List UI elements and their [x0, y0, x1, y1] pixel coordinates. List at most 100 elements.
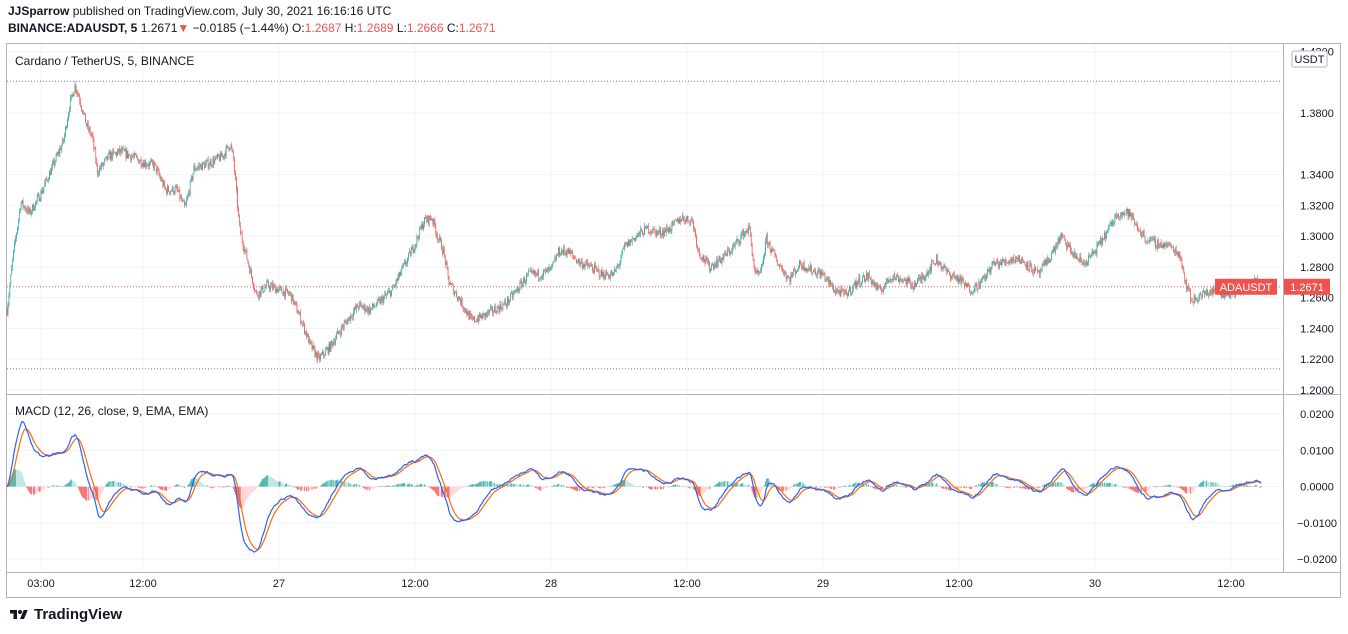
- macd-histogram-bar: [369, 486, 371, 491]
- footer-brand[interactable]: TradingView: [8, 606, 122, 623]
- macd-histogram-bar: [1216, 483, 1218, 487]
- candle-body: [1101, 237, 1102, 245]
- candle-body: [337, 330, 338, 335]
- candle-body: [925, 275, 927, 278]
- macd-histogram-bar: [885, 485, 887, 487]
- candle-body: [792, 273, 794, 277]
- macd-histogram-bar: [40, 486, 42, 491]
- candle-body: [58, 151, 60, 154]
- footer-brand-text: TradingView: [34, 606, 123, 623]
- candle-body: [524, 278, 525, 284]
- macd-histogram-bar: [830, 486, 831, 489]
- macd-histogram-bar: [25, 485, 27, 487]
- candle-body: [1075, 255, 1077, 259]
- candle-body: [964, 283, 965, 286]
- macd-histogram-bar: [519, 484, 521, 487]
- candle-body: [245, 250, 247, 251]
- candle-body: [608, 274, 609, 278]
- macd-histogram-bar: [312, 486, 314, 489]
- candle-body: [45, 178, 47, 184]
- macd-histogram-bar: [56, 485, 58, 487]
- macd-histogram-bar: [765, 481, 766, 487]
- candle-body: [906, 278, 908, 285]
- macd-histogram-bar: [419, 484, 421, 487]
- macd-histogram-bar: [1218, 483, 1220, 487]
- macd-histogram-bar: [884, 486, 885, 488]
- candle-body: [387, 292, 388, 295]
- macd-histogram-bar: [373, 486, 374, 489]
- macd-histogram-bar: [576, 486, 577, 492]
- candle-body: [148, 165, 149, 167]
- macd-histogram-bar: [834, 486, 836, 490]
- candle-body: [395, 279, 397, 286]
- macd-histogram-bar: [746, 484, 747, 487]
- candle-body: [57, 151, 59, 155]
- candle-body: [415, 243, 417, 246]
- macd-histogram-bar: [872, 486, 874, 488]
- macd-histogram-bar: [328, 480, 330, 487]
- candle-body: [1136, 224, 1137, 226]
- macd-histogram-bar: [956, 486, 958, 489]
- macd-histogram-bar: [1025, 486, 1027, 490]
- macd-histogram-bar: [372, 486, 373, 489]
- macd-histogram-bar: [1026, 486, 1028, 489]
- candle-body: [753, 260, 755, 268]
- macd-histogram-bar: [244, 486, 246, 504]
- macd-histogram-bar: [903, 486, 905, 488]
- candle-body: [928, 271, 930, 276]
- macd-histogram-bar: [1144, 486, 1146, 492]
- candle-body: [1202, 292, 1203, 297]
- candle-body: [946, 269, 948, 273]
- candle-body: [707, 259, 709, 265]
- macd-histogram-bar: [702, 486, 704, 495]
- candle-body: [315, 352, 317, 357]
- candle-body: [399, 272, 401, 276]
- macd-histogram-bar: [983, 482, 984, 487]
- macd-histogram-bar: [1089, 484, 1091, 487]
- macd-histogram-bar: [440, 486, 441, 496]
- macd-histogram-bar: [243, 486, 245, 507]
- macd-histogram-bar: [191, 478, 193, 487]
- macd-histogram-bar: [782, 486, 783, 492]
- candle-body: [843, 290, 845, 294]
- macd-histogram-bar: [327, 481, 329, 487]
- candle-body: [940, 262, 942, 269]
- candle-body: [1052, 251, 1053, 254]
- macd-legend[interactable]: MACD (12, 26, close, 9, EMA, EMA): [15, 404, 209, 418]
- candle-body: [210, 160, 212, 166]
- macd-histogram-bar: [1149, 486, 1151, 489]
- macd-histogram-bar: [230, 485, 232, 487]
- main-legend[interactable]: Cardano / TetherUS, 5, BINANCE: [15, 54, 195, 68]
- candle-body: [557, 255, 558, 256]
- candle-body: [959, 275, 961, 279]
- candle-body: [979, 281, 981, 288]
- candle-body: [634, 238, 636, 241]
- candle-body: [974, 283, 976, 291]
- candle-body: [443, 248, 444, 254]
- macd-histogram-bar: [633, 485, 635, 487]
- macd-histogram-bar: [384, 485, 386, 487]
- candle-body: [494, 306, 496, 313]
- macd-histogram-bar: [738, 483, 740, 487]
- candle-body: [357, 304, 358, 308]
- candle-body: [77, 93, 79, 94]
- macd-histogram-bar: [381, 485, 383, 487]
- macd-histogram-bar: [302, 486, 303, 491]
- macd-histogram-bar: [479, 481, 481, 487]
- candle-body: [573, 255, 574, 258]
- candle-body: [233, 151, 234, 159]
- candle-body: [215, 156, 217, 160]
- candle-body: [1020, 262, 1021, 265]
- candle-body: [141, 165, 143, 167]
- candle-body: [717, 261, 719, 266]
- candle-body: [1145, 240, 1147, 243]
- candle-body: [1213, 288, 1215, 292]
- candle-body: [678, 218, 679, 224]
- macd-histogram-bar: [1016, 486, 1017, 488]
- macd-histogram-bar: [326, 480, 328, 487]
- candle-body: [1170, 243, 1171, 245]
- macd-histogram-bar: [530, 484, 532, 487]
- macd-histogram-bar: [1162, 485, 1164, 487]
- macd-histogram-bar: [996, 483, 998, 487]
